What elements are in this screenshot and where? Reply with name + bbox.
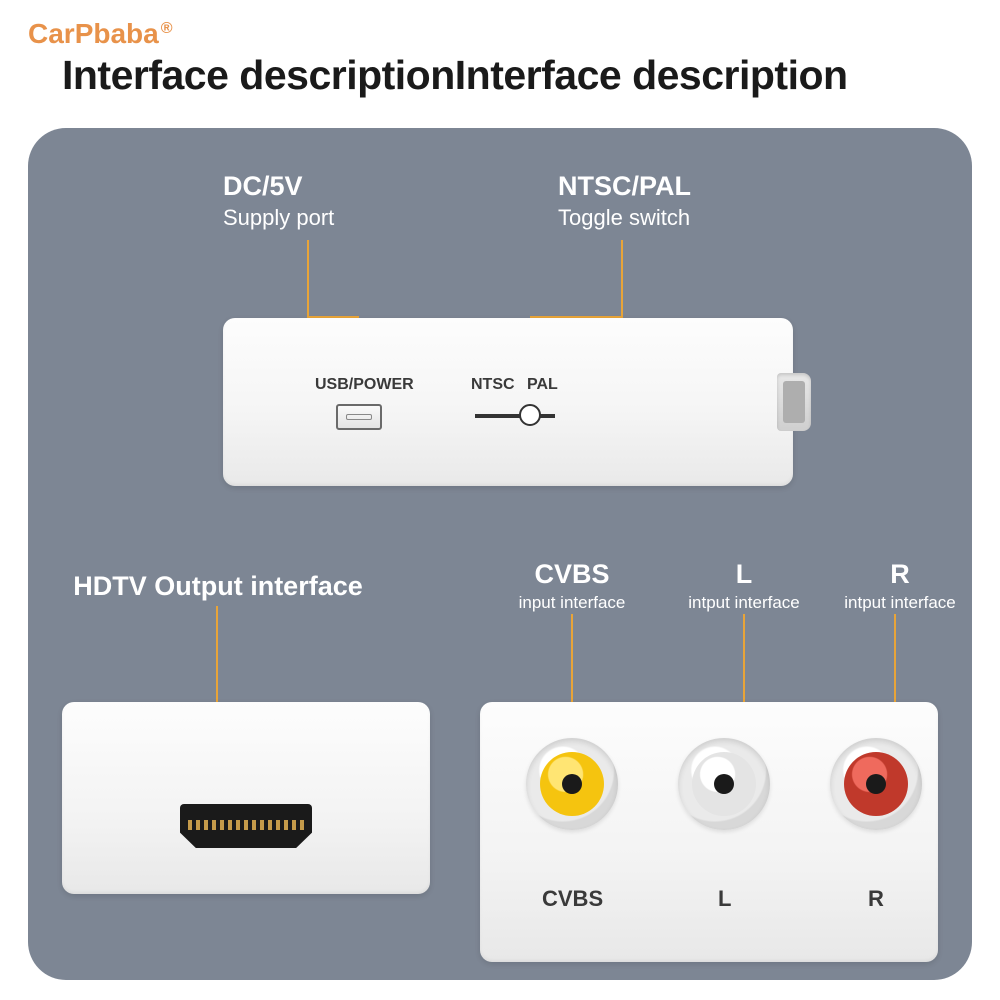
- hdmi-pins: [188, 820, 304, 830]
- label-l-title: L: [680, 558, 808, 592]
- label-cvbs-sub: input interface: [508, 592, 636, 613]
- label-cvbs: CVBS input interface: [508, 558, 636, 613]
- label-dc5v-title: DC/5V: [223, 170, 393, 204]
- label-r-sub: intput interface: [836, 592, 964, 613]
- label-r: R intput interface: [836, 558, 964, 613]
- label-dc5v: DC/5V Supply port: [223, 170, 393, 231]
- device-top-view: USB/POWER NTSC PAL: [223, 318, 793, 486]
- rca-jack-r: [830, 738, 922, 830]
- label-hdtv: HDTV Output interface: [68, 570, 368, 604]
- rca-label-r: R: [868, 886, 884, 912]
- ntsc-label: NTSC: [471, 376, 515, 394]
- label-l: L intput interface: [680, 558, 808, 613]
- label-l-sub: intput interface: [680, 592, 808, 613]
- callout-line: [621, 240, 623, 318]
- label-ntsc-sub: Toggle switch: [558, 204, 778, 232]
- toggle-knob: [519, 404, 541, 426]
- label-dc5v-sub: Supply port: [223, 204, 393, 232]
- page-title: Interface descriptionInterface descripti…: [62, 52, 848, 99]
- label-cvbs-title: CVBS: [508, 558, 636, 592]
- usb-port-icon: [336, 404, 382, 430]
- registered-mark: ®: [161, 20, 173, 37]
- device-hdtv-view: [62, 702, 430, 894]
- callout-line: [307, 240, 309, 318]
- label-hdtv-text: HDTV Output interface: [68, 570, 368, 604]
- label-r-title: R: [836, 558, 964, 592]
- rca-jack-cvbs: [526, 738, 618, 830]
- device-rca-view: CVBS L R: [480, 702, 938, 962]
- label-ntsc-title: NTSC/PAL: [558, 170, 778, 204]
- rca-label-l: L: [718, 886, 731, 912]
- side-jack-icon: [777, 373, 811, 431]
- diagram-panel: DC/5V Supply port NTSC/PAL Toggle switch…: [28, 128, 972, 980]
- usb-power-label: USB/POWER: [315, 376, 414, 394]
- rca-label-cvbs: CVBS: [542, 886, 603, 912]
- rca-jack-l: [678, 738, 770, 830]
- label-ntsc: NTSC/PAL Toggle switch: [558, 170, 778, 231]
- toggle-track: [475, 414, 555, 418]
- pal-label: PAL: [527, 376, 558, 394]
- brand-logo: CarPbaba®: [28, 18, 173, 50]
